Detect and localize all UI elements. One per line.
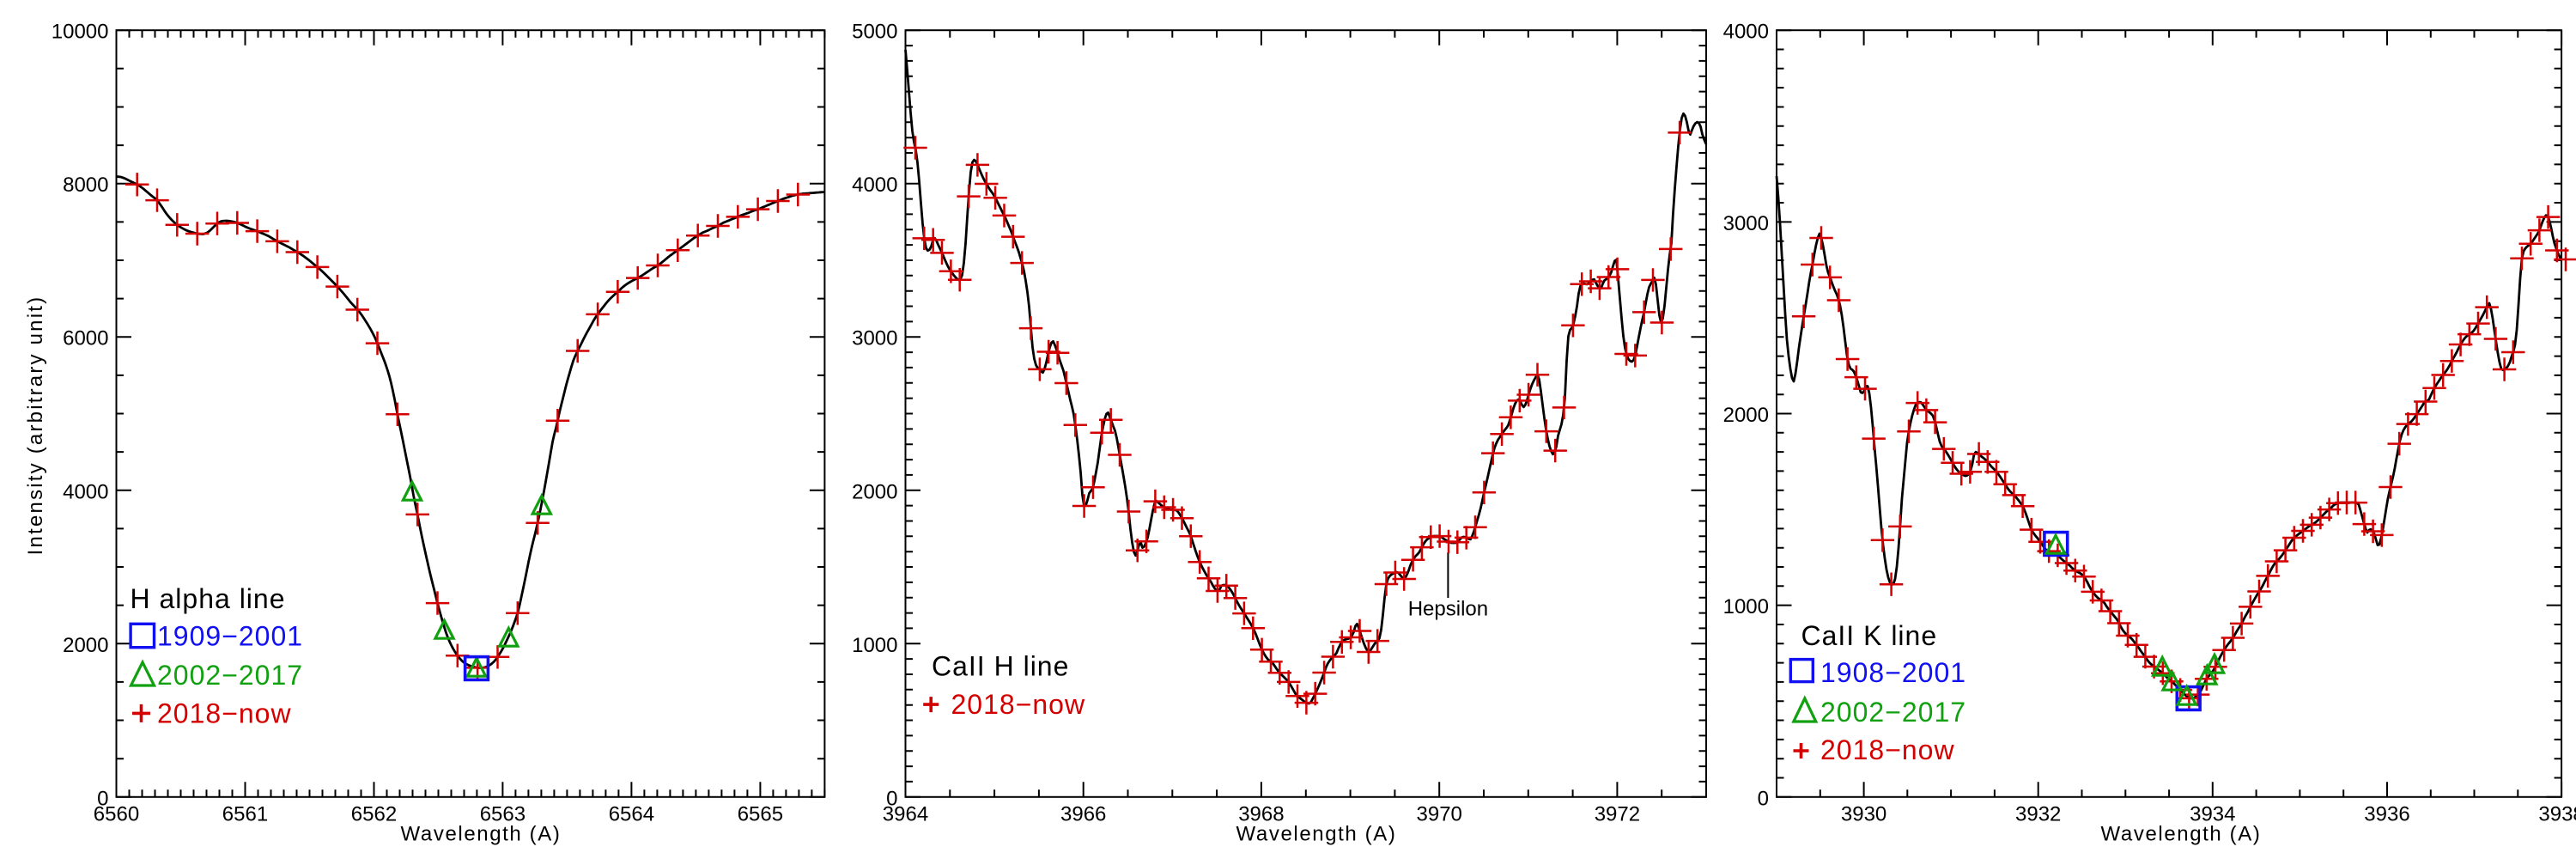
svg-text:10000: 10000 <box>52 21 109 44</box>
svg-text:0: 0 <box>1758 787 1769 810</box>
svg-text:3936: 3936 <box>2364 803 2409 826</box>
svg-text:2000: 2000 <box>1723 404 1769 427</box>
svg-text:3000: 3000 <box>852 327 897 350</box>
svg-text:2018−now: 2018−now <box>951 689 1086 720</box>
svg-text:Wavelength (A): Wavelength (A) <box>401 823 562 846</box>
svg-text:3000: 3000 <box>1723 212 1769 235</box>
svg-text:6000: 6000 <box>63 327 108 350</box>
svg-text:6563: 6563 <box>480 803 526 826</box>
svg-text:6564: 6564 <box>609 803 654 826</box>
svg-text:2018−now: 2018−now <box>157 698 292 729</box>
svg-text:H alpha line: H alpha line <box>131 583 286 614</box>
svg-text:1000: 1000 <box>1723 595 1769 618</box>
svg-text:4000: 4000 <box>852 174 897 197</box>
svg-text:2000: 2000 <box>63 634 108 657</box>
svg-text:3932: 3932 <box>2015 803 2061 826</box>
svg-text:Wavelength (A): Wavelength (A) <box>1236 823 1397 846</box>
svg-text:0: 0 <box>886 787 897 810</box>
svg-text:4000: 4000 <box>63 480 108 503</box>
svg-text:Hepsilon: Hepsilon <box>1408 598 1488 621</box>
svg-text:1908−2001: 1908−2001 <box>1820 657 1966 688</box>
svg-text:3930: 3930 <box>1841 803 1886 826</box>
svg-text:3964: 3964 <box>883 803 928 826</box>
svg-text:1909−2001: 1909−2001 <box>157 621 303 652</box>
svg-text:2002−2017: 2002−2017 <box>1820 697 1966 728</box>
svg-text:6562: 6562 <box>351 803 397 826</box>
svg-text:Intensity (arbitrary unit): Intensity (arbitrary unit) <box>24 295 47 556</box>
svg-text:2002−2017: 2002−2017 <box>157 660 303 691</box>
svg-text:3972: 3972 <box>1595 803 1640 826</box>
svg-text:8000: 8000 <box>63 174 108 197</box>
svg-text:0: 0 <box>97 787 108 810</box>
svg-text:1000: 1000 <box>852 634 897 657</box>
svg-text:3968: 3968 <box>1238 803 1284 826</box>
svg-text:6560: 6560 <box>94 803 139 826</box>
svg-text:5000: 5000 <box>852 21 897 44</box>
svg-text:6561: 6561 <box>222 803 268 826</box>
svg-text:6565: 6565 <box>738 803 783 826</box>
svg-text:CaII K line: CaII K line <box>1801 620 1938 651</box>
svg-text:2018−now: 2018−now <box>1820 734 1955 765</box>
svg-text:3938: 3938 <box>2538 803 2576 826</box>
svg-text:2000: 2000 <box>852 480 897 503</box>
svg-text:3970: 3970 <box>1417 803 1462 826</box>
svg-text:4000: 4000 <box>1723 21 1769 44</box>
svg-text:3934: 3934 <box>2190 803 2235 826</box>
svg-text:CaII H line: CaII H line <box>932 651 1069 682</box>
svg-text:Wavelength (A): Wavelength (A) <box>2101 823 2262 846</box>
svg-text:3966: 3966 <box>1060 803 1106 826</box>
